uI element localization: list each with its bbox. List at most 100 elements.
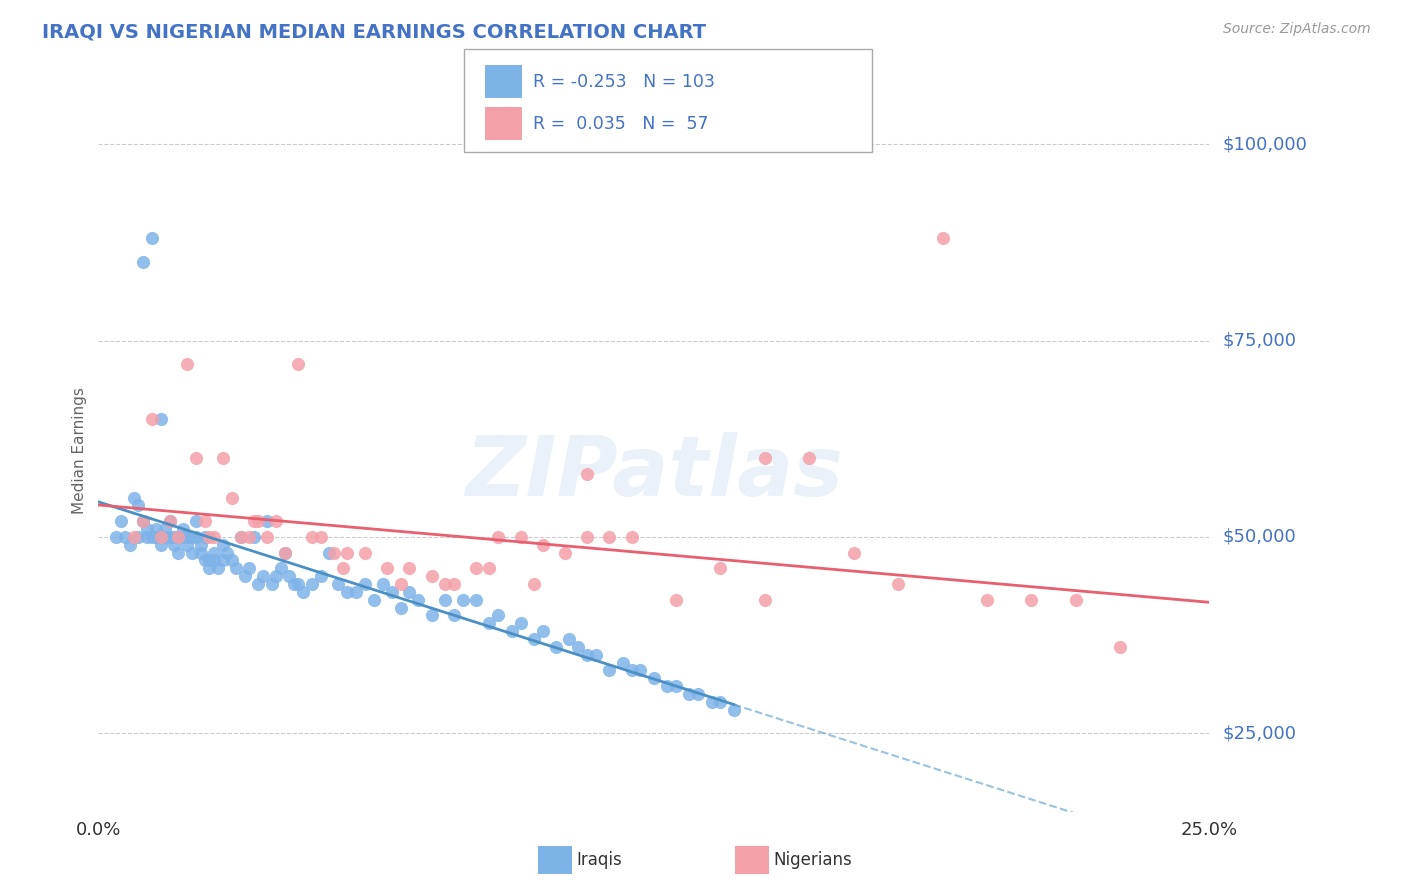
Point xyxy=(194,530,217,544)
Point xyxy=(398,584,420,599)
Point xyxy=(544,640,567,654)
Point xyxy=(309,569,332,583)
Point xyxy=(163,530,186,544)
Point xyxy=(110,514,132,528)
Point xyxy=(371,577,394,591)
Point xyxy=(443,608,465,623)
Point xyxy=(194,514,217,528)
Point xyxy=(665,592,688,607)
Point xyxy=(149,412,172,426)
Point xyxy=(709,561,731,575)
Point xyxy=(665,679,688,693)
Point xyxy=(433,592,456,607)
Point xyxy=(114,530,136,544)
Text: IRAQI VS NIGERIAN MEDIAN EARNINGS CORRELATION CHART: IRAQI VS NIGERIAN MEDIAN EARNINGS CORREL… xyxy=(42,22,706,41)
Point xyxy=(678,687,700,701)
Point xyxy=(190,545,212,559)
Point xyxy=(554,545,576,559)
Point xyxy=(643,671,665,685)
Point xyxy=(274,545,297,559)
Point xyxy=(354,545,377,559)
Point xyxy=(931,844,953,858)
Point xyxy=(127,530,149,544)
Point xyxy=(233,569,256,583)
Point xyxy=(328,577,350,591)
Text: $25,000: $25,000 xyxy=(1222,724,1296,742)
Point xyxy=(132,255,155,269)
Point xyxy=(202,553,225,567)
Point xyxy=(709,695,731,709)
Point xyxy=(186,514,208,528)
Point xyxy=(238,530,260,544)
Point xyxy=(159,530,181,544)
Point xyxy=(211,451,233,466)
Text: R =  0.035   N =  57: R = 0.035 N = 57 xyxy=(533,114,709,133)
Point xyxy=(509,530,531,544)
Point xyxy=(159,514,181,528)
Point xyxy=(132,514,155,528)
Point xyxy=(336,545,359,559)
Point xyxy=(264,514,287,528)
Point xyxy=(754,451,776,466)
Y-axis label: Median Earnings: Median Earnings xyxy=(72,387,87,514)
Point xyxy=(198,553,221,567)
Point xyxy=(389,600,412,615)
Point xyxy=(887,577,910,591)
Point xyxy=(723,703,745,717)
Point xyxy=(172,522,194,536)
Point xyxy=(221,491,243,505)
Point xyxy=(229,530,252,544)
Point xyxy=(118,538,141,552)
Point xyxy=(558,632,581,646)
Point xyxy=(576,648,599,662)
Point xyxy=(221,553,243,567)
Point xyxy=(260,577,283,591)
Point xyxy=(318,545,340,559)
Point xyxy=(194,553,217,567)
Point xyxy=(176,538,198,552)
Point xyxy=(620,664,643,678)
Point xyxy=(207,561,229,575)
Point xyxy=(141,412,163,426)
Point xyxy=(655,679,678,693)
Point xyxy=(612,656,634,670)
Point xyxy=(145,530,167,544)
Point xyxy=(186,451,208,466)
Point xyxy=(408,592,430,607)
Point xyxy=(381,584,404,599)
Point xyxy=(375,561,398,575)
Point xyxy=(842,545,865,559)
Point xyxy=(620,530,643,544)
Point xyxy=(122,491,145,505)
Point xyxy=(420,608,443,623)
Point xyxy=(398,561,420,575)
Text: Iraqis: Iraqis xyxy=(576,851,623,869)
Point xyxy=(159,514,181,528)
Point xyxy=(976,592,998,607)
Point xyxy=(478,561,501,575)
Point xyxy=(688,687,710,701)
Point xyxy=(465,592,488,607)
Point xyxy=(1021,592,1043,607)
Point xyxy=(274,545,297,559)
Point xyxy=(176,357,198,371)
Point xyxy=(149,538,172,552)
Point xyxy=(278,569,301,583)
Point xyxy=(190,538,212,552)
Point xyxy=(256,514,278,528)
Point xyxy=(105,530,128,544)
Point xyxy=(211,538,233,552)
Point xyxy=(243,530,266,544)
Point xyxy=(136,530,159,544)
Point xyxy=(122,530,145,544)
Point xyxy=(180,530,202,544)
Point xyxy=(153,530,176,544)
Point xyxy=(576,467,599,481)
Point xyxy=(176,530,198,544)
Point xyxy=(420,569,443,583)
Point xyxy=(478,616,501,631)
Point xyxy=(283,577,305,591)
Point xyxy=(322,545,344,559)
Text: $50,000: $50,000 xyxy=(1222,528,1296,546)
Point xyxy=(576,530,599,544)
